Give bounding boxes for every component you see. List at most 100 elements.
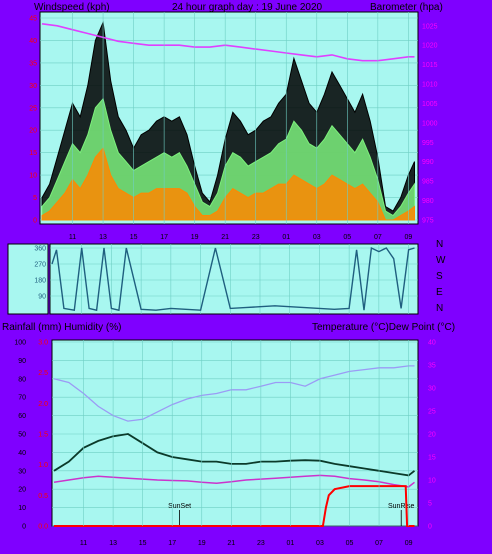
barometer-series xyxy=(41,23,415,62)
humidity-tick-label: 40 xyxy=(18,450,26,457)
time-label: 13 xyxy=(99,234,107,241)
temperature-tick-label: 40 xyxy=(428,340,436,347)
time-label: 23 xyxy=(257,540,265,547)
rainfall-tick-label: 3.0 xyxy=(38,340,48,347)
compass-label: S xyxy=(436,271,443,282)
barometer-tick-label: 1005 xyxy=(422,101,438,108)
temperature-tick-label: 30 xyxy=(428,386,436,393)
time-label: 03 xyxy=(316,540,324,547)
humidity-series xyxy=(53,365,415,422)
time-label: 21 xyxy=(227,540,235,547)
rainfall-tick-label: 2.0 xyxy=(38,401,48,408)
wind-tick-label: 45 xyxy=(29,16,37,23)
temperature-tick-label: 35 xyxy=(428,363,436,370)
time-label: 11 xyxy=(80,540,87,547)
temperature-tick-label: 20 xyxy=(428,432,436,439)
direction-tick-label: 360 xyxy=(34,246,46,253)
graph-title: 24 hour graph day : 19 June 2020 xyxy=(172,2,323,13)
rainfall-tick-label: 1.0 xyxy=(38,462,48,469)
wind-tick-label: 0 xyxy=(33,218,37,225)
humidity-tick-label: 90 xyxy=(18,358,26,365)
time-label: 19 xyxy=(198,540,206,547)
wind-low-series xyxy=(41,147,415,221)
temperature-tick-label: 25 xyxy=(428,409,436,416)
direction-tick-label: 180 xyxy=(34,278,46,285)
wind-axis-title: Windspeed (kph) xyxy=(34,2,110,13)
time-label: 15 xyxy=(130,234,138,241)
wind-tick-label: 5 xyxy=(33,195,37,202)
humidity-tick-label: 80 xyxy=(18,376,26,383)
time-label: 05 xyxy=(346,540,354,547)
humidity-tick-label: 100 xyxy=(14,340,26,347)
barometer-tick-label: 980 xyxy=(422,198,434,205)
rainfall-tick-label: 0.5 xyxy=(38,493,48,500)
temperature-humidity-chart: 01020304050607080901000.00.51.01.52.02.5… xyxy=(14,340,436,531)
time-label: 05 xyxy=(343,234,351,241)
wind-tick-label: 15 xyxy=(29,150,37,157)
direction-tick-label: 90 xyxy=(38,294,46,301)
wind-tick-label: 40 xyxy=(29,38,37,45)
compass-label: E xyxy=(436,287,443,298)
time-label: 09 xyxy=(405,540,413,547)
time-label: 07 xyxy=(374,234,382,241)
compass-label: W xyxy=(436,255,446,266)
humidity-tick-label: 10 xyxy=(18,505,26,512)
humidity-tick-label: 50 xyxy=(18,432,26,439)
time-label: 17 xyxy=(168,540,176,547)
time-label: 23 xyxy=(252,234,260,241)
rainfall-tick-label: 0.0 xyxy=(38,524,48,531)
time-label: 13 xyxy=(109,540,117,547)
temperature-dewpoint-axis-title: Temperature (°C)Dew Point (°C) xyxy=(312,322,455,333)
sun-marker-label: SunRise xyxy=(388,503,415,510)
wind-direction-chart: 360 270 180 90 xyxy=(34,244,418,314)
barometer-tick-label: 1010 xyxy=(422,82,438,89)
barometer-tick-label: 985 xyxy=(422,179,434,186)
time-label: 01 xyxy=(287,540,295,547)
temperature-tick-label: 5 xyxy=(428,501,432,508)
barometer-tick-label: 1015 xyxy=(422,62,438,69)
wind-tick-label: 20 xyxy=(29,128,37,135)
time-label: 01 xyxy=(282,234,290,241)
time-label: 17 xyxy=(160,234,168,241)
time-label: 15 xyxy=(139,540,147,547)
temperature-tick-label: 15 xyxy=(428,455,436,462)
barometer-tick-label: 995 xyxy=(422,140,434,147)
barometer-tick-label: 975 xyxy=(422,218,434,225)
compass-label: N xyxy=(436,303,443,314)
barometer-tick-label: 1020 xyxy=(422,43,438,50)
time-label: 03 xyxy=(313,234,321,241)
compass-label: N xyxy=(436,239,443,250)
wind-tick-label: 30 xyxy=(29,83,37,90)
humidity-tick-label: 60 xyxy=(18,413,26,420)
wind-tick-label: 10 xyxy=(29,173,37,180)
wind-direction-series xyxy=(51,246,415,312)
time-label: 07 xyxy=(375,540,383,547)
temperature-series xyxy=(53,433,416,477)
time-label: 21 xyxy=(221,234,229,241)
time-label: 19 xyxy=(191,234,199,241)
humidity-tick-label: 20 xyxy=(18,487,26,494)
barometer-axis-title: Barometer (hpa) xyxy=(370,2,443,13)
humidity-tick-label: 0 xyxy=(22,524,26,531)
time-label: 09 xyxy=(404,234,412,241)
wind-tick-label: 25 xyxy=(29,105,37,112)
temperature-tick-label: 0 xyxy=(428,524,432,531)
dew_point-series xyxy=(53,474,415,488)
rainfall-tick-label: 2.5 xyxy=(38,370,48,377)
humidity-tick-label: 30 xyxy=(18,468,26,475)
direction-left-panel xyxy=(7,243,49,315)
wind-time-axis: 11 13 15 17 19 21 23 01 03 05 07 09 xyxy=(69,12,412,241)
rainfall-tick-label: 1.5 xyxy=(38,432,48,439)
temp-plot-area xyxy=(51,339,419,527)
barometer-tick-label: 1025 xyxy=(422,23,438,30)
temperature-time-axis: 11 13 15 17 19 21 23 01 03 05 07 09 xyxy=(80,340,413,547)
rain-humidity-axis-title: Rainfall (mm) Humidity (%) xyxy=(2,322,121,333)
temperature-tick-label: 10 xyxy=(428,478,436,485)
wind-barometer-chart: 0510152025303540459759809859909951000100… xyxy=(29,16,437,225)
time-label: 11 xyxy=(69,234,76,241)
sun-marker-label: SunSet xyxy=(168,503,191,510)
humidity-tick-label: 70 xyxy=(18,395,26,402)
